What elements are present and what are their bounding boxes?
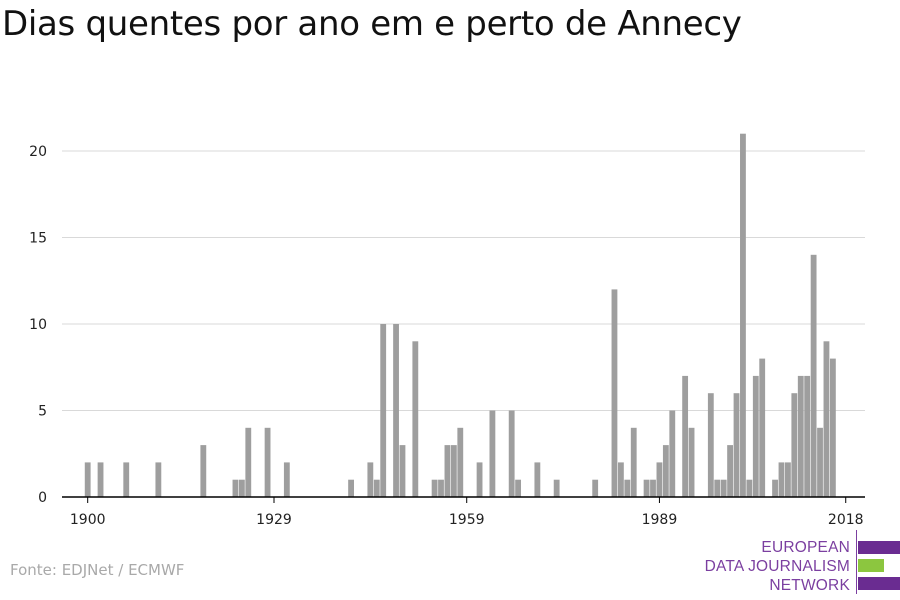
bar xyxy=(84,462,91,497)
bar xyxy=(772,479,778,497)
x-tick-label: 1900 xyxy=(70,512,106,528)
bar xyxy=(123,462,130,497)
bar xyxy=(714,479,721,497)
bar xyxy=(264,427,271,497)
bar xyxy=(650,479,656,497)
gridlines xyxy=(62,150,865,411)
bar xyxy=(399,445,406,497)
bar xyxy=(759,358,766,497)
bar xyxy=(797,375,804,497)
y-tick-label: 5 xyxy=(38,404,47,420)
bar xyxy=(373,479,380,497)
edjnet-logo: EUROPEAN DATA JOURNALISM NETWORK xyxy=(700,530,900,595)
bar xyxy=(534,462,541,497)
bar xyxy=(617,462,624,497)
x-ticks: 1900 1929 1959 1989 2018 xyxy=(70,497,864,528)
bar xyxy=(348,479,354,497)
bar xyxy=(200,445,207,497)
bar xyxy=(688,427,695,497)
bar xyxy=(283,462,290,497)
bars xyxy=(84,133,836,497)
bar xyxy=(746,479,753,497)
bar xyxy=(393,324,399,497)
bar xyxy=(444,445,451,497)
logo-text: EUROPEAN DATA JOURNALISM NETWORK xyxy=(705,538,850,595)
bar xyxy=(785,462,791,497)
bar xyxy=(643,479,650,497)
bar xyxy=(238,479,245,497)
bar xyxy=(810,254,817,497)
logo-bar-purple-bottom xyxy=(858,577,900,590)
bar xyxy=(707,393,714,497)
bar xyxy=(97,462,104,497)
bar xyxy=(804,375,811,497)
x-tick-label: 1989 xyxy=(642,512,678,528)
x-tick-label: 2018 xyxy=(828,512,864,528)
logo-line-3: NETWORK xyxy=(769,577,850,594)
logo-bar-purple-top xyxy=(858,541,900,554)
bar xyxy=(778,462,785,497)
y-tick-labels: 0 5 10 15 20 xyxy=(29,144,47,506)
bar xyxy=(438,479,444,497)
y-tick-label: 20 xyxy=(29,144,47,160)
bar xyxy=(727,445,733,497)
bar xyxy=(733,393,740,497)
bar xyxy=(553,479,560,497)
logo-line-2: DATA JOURNALISM xyxy=(704,558,850,575)
bar xyxy=(752,375,759,497)
bar xyxy=(155,462,162,497)
bar xyxy=(457,427,464,497)
bar xyxy=(489,410,496,497)
bar xyxy=(829,358,836,497)
bar xyxy=(740,133,746,497)
bar xyxy=(611,289,618,497)
logo-divider xyxy=(856,530,857,594)
bar xyxy=(508,410,515,497)
bar xyxy=(412,341,419,497)
y-tick-label: 15 xyxy=(29,231,47,247)
source-credit: Fonte: EDJNet / ECMWF xyxy=(10,561,185,579)
bar xyxy=(669,410,676,497)
bar xyxy=(656,462,663,497)
bar xyxy=(476,462,483,497)
x-tick-label: 1929 xyxy=(256,512,292,528)
y-tick-label: 0 xyxy=(38,490,47,506)
bar xyxy=(791,393,798,497)
bar xyxy=(515,479,522,497)
bar xyxy=(662,445,669,497)
bar xyxy=(630,427,637,497)
bar xyxy=(592,479,599,497)
bar xyxy=(380,324,387,497)
bar xyxy=(431,479,438,497)
bar xyxy=(682,375,689,497)
bar xyxy=(720,479,727,497)
x-tick-label: 1959 xyxy=(449,512,485,528)
bar xyxy=(823,341,830,497)
bar xyxy=(817,427,823,497)
chart-title: Dias quentes por ano em e perto de Annec… xyxy=(2,4,742,44)
bar xyxy=(245,427,252,497)
bar xyxy=(367,462,374,497)
logo-bar-green xyxy=(858,559,884,572)
bar xyxy=(624,479,631,497)
bar xyxy=(450,445,457,497)
bar xyxy=(232,479,239,497)
logo-line-1: EUROPEAN xyxy=(761,539,850,556)
y-tick-label: 10 xyxy=(29,317,47,333)
